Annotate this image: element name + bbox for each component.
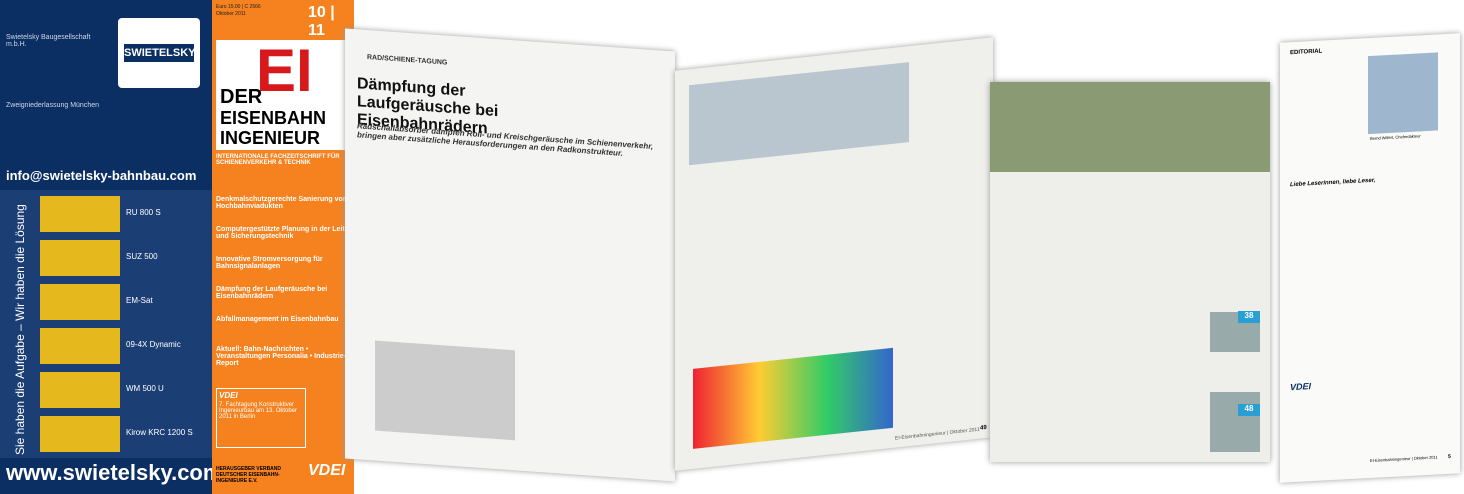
- address: Zweigniederlassung München: [6, 102, 99, 109]
- greeting: Liebe Leserinnen, liebe Leser,: [1290, 177, 1376, 189]
- figure: [375, 340, 515, 441]
- ad-page: Swietelsky Baugesellschaft m.b.H. Zweign…: [0, 0, 222, 494]
- topic: Dämpfung der Laufgeräusche bei Eisenbahn…: [216, 286, 328, 300]
- publisher-logo: VDEI: [308, 462, 346, 479]
- page-number: 5: [1448, 453, 1451, 460]
- logo: SWIETELSKY: [124, 44, 196, 62]
- machine-photo: [40, 240, 120, 276]
- contents-page: 38 48: [990, 82, 1270, 462]
- event: 7. Fachtagung Konstruktiver Ingenieurbau…: [219, 402, 298, 420]
- topic: Abfallmanagement im Eisenbahnbau: [216, 316, 339, 323]
- editorial-label: EDITORIAL: [1290, 48, 1323, 57]
- machine-photo: [40, 328, 120, 364]
- logo-box: SWIETELSKY: [118, 18, 200, 88]
- logo-ingenieur: INGENIEUR: [220, 128, 321, 148]
- event-org: VDEI: [219, 391, 238, 400]
- page-badge: 48: [1238, 404, 1260, 416]
- vdei-logo: VDEI: [1290, 381, 1312, 393]
- machine-photo: [40, 416, 120, 452]
- figure: [689, 62, 909, 166]
- topic: Innovative Stromversorgung für Bahnsigna…: [216, 256, 323, 270]
- topic: Computergestützte Planung in der Leit- u…: [216, 226, 348, 240]
- page-footer: EI-Eisenbahningenieur | Oktober 2011: [1370, 454, 1438, 463]
- website: www.swietelsky.com: [6, 460, 223, 485]
- page-footer: EI-Eisenbahningenieur | Oktober 2011: [895, 426, 980, 442]
- logo-der: DER: [220, 86, 263, 108]
- section: RAD/SCHIENE-TAGUNG: [367, 54, 448, 67]
- editorial-page: EDITORIAL Bernd Wilfert, Chefredakteur L…: [1280, 33, 1460, 483]
- publisher: HERAUSGEBER VERBAND DEUTSCHER EISENBAHN-…: [216, 466, 282, 484]
- machine-label: 09-4X Dynamic: [126, 340, 181, 349]
- machine-label: WM 500 U: [126, 384, 164, 393]
- thumb: [1210, 392, 1260, 452]
- machine-photo: [40, 196, 120, 232]
- slogan: Sie haben die Aufgabe – Wir haben die Lö…: [13, 204, 27, 455]
- photo: [990, 82, 1270, 172]
- figure: [693, 347, 893, 449]
- date: Oktober 2011: [216, 11, 246, 17]
- machines: [0, 190, 212, 458]
- page-badge: 38: [1238, 311, 1260, 323]
- article-page-right: EI-Eisenbahningenieur | Oktober 2011 49: [675, 37, 993, 471]
- machine-label: RU 800 S: [126, 208, 161, 217]
- issue: 10 | 11: [308, 4, 335, 39]
- tagline: INTERNATIONALE FACHZEITSCHRIFT FÜR SCHIE…: [216, 154, 340, 166]
- address: Swietelsky Baugesellschaft m.b.H.: [6, 34, 91, 48]
- price: Euro 15.00 | C 2566: [216, 4, 261, 10]
- machine-photo: [40, 284, 120, 320]
- event-box: VDEI 7. Fachtagung Konstruktiver Ingenie…: [216, 388, 306, 448]
- machine-label: EM-Sat: [126, 296, 153, 305]
- machine-label: Kirow KRC 1200 S: [126, 428, 193, 437]
- portrait: [1368, 52, 1438, 135]
- article-page-left: RAD/SCHIENE-TAGUNG Dämpfung der Laufgerä…: [345, 28, 675, 482]
- email: info@swietelsky-bahnbau.com: [6, 168, 197, 183]
- logo-eisenbahn: EISENBAHN: [220, 108, 327, 128]
- topic: Denkmalschutzgerechte Sanierung von Hoch…: [216, 196, 348, 210]
- topic: Aktuell: Bahn-Nachrichten • Veranstaltun…: [216, 346, 347, 367]
- logo-ei: EI: [256, 37, 313, 104]
- machine-photo: [40, 372, 120, 408]
- masthead: EI DER EISENBAHN INGENIEUR: [216, 37, 350, 150]
- portrait-caption: Bernd Wilfert, Chefredakteur: [1370, 133, 1421, 141]
- page-number: 49: [980, 424, 987, 432]
- cover: Euro 15.00 | C 2566 Oktober 2011 10 | 11…: [212, 0, 354, 494]
- machine-label: SUZ 500: [126, 252, 158, 261]
